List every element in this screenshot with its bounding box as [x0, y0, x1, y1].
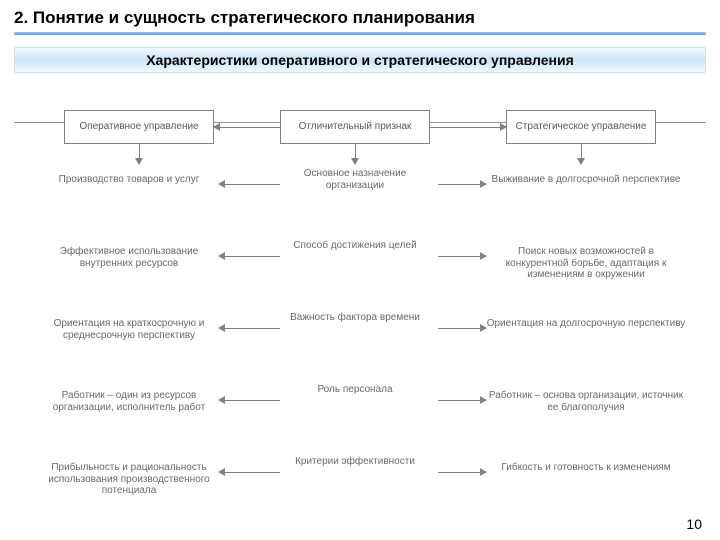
diagram: Оперативное управление Отличительный приз…	[14, 86, 706, 530]
row-2-line-r	[438, 328, 486, 329]
row-2-arrow-l	[218, 324, 225, 332]
row-4-arrow-l	[218, 468, 225, 476]
row-3-line-l	[224, 400, 280, 401]
row-4-left: Прибыльность и рациональность использова…	[34, 462, 224, 497]
row-4-arrow-r	[480, 468, 487, 476]
row-1-arrow-l	[218, 252, 225, 260]
row-3-right: Работник – основа организации, источник …	[486, 390, 686, 413]
row-4-right: Гибкость и готовность к изменениям	[486, 462, 686, 474]
row-3-left: Работник – один из ресурсов организации,…	[34, 390, 224, 413]
subtitle-text: Характеристики оперативного и стратегиче…	[146, 52, 574, 68]
row-0-center: Основное назначение организации	[275, 168, 435, 191]
page-title: 2. Понятие и сущность стратегического пл…	[14, 8, 706, 28]
row-2-center: Важность фактора времени	[275, 312, 435, 324]
hdr-arrow-right	[500, 123, 507, 131]
row-0-line-r	[438, 184, 486, 185]
hdr-line-left	[214, 127, 280, 128]
row-0-left: Производство товаров и услуг	[34, 174, 224, 186]
row-1-line-l	[224, 256, 280, 257]
subtitle-bar: Характеристики оперативного и стратегиче…	[14, 47, 706, 73]
header-left-box: Оперативное управление	[64, 110, 214, 144]
row-4-line-r	[438, 472, 486, 473]
row-3-line-r	[438, 400, 486, 401]
header-center-box: Отличительный признак	[280, 110, 430, 144]
row-2-right: Ориентация на долгосрочную перспективу	[486, 318, 686, 330]
row-1-line-r	[438, 256, 486, 257]
row-1-center: Способ достижения целей	[275, 240, 435, 252]
hdr-v-left-arrow	[135, 158, 143, 165]
row-1-right: Поиск новых возможностей в конкурентной …	[486, 246, 686, 281]
row-3-arrow-r	[480, 396, 487, 404]
row-0-arrow-l	[218, 180, 225, 188]
hdr-v-right-arrow	[577, 158, 585, 165]
hdr-v-center-arrow	[351, 158, 359, 165]
row-2-arrow-r	[480, 324, 487, 332]
row-0-arrow-r	[480, 180, 487, 188]
row-3-center: Роль персонала	[275, 384, 435, 396]
title-underline	[14, 32, 706, 35]
row-3-arrow-l	[218, 396, 225, 404]
row-1-arrow-r	[480, 252, 487, 260]
row-0-line-l	[224, 184, 280, 185]
hdr-arrow-left	[213, 123, 220, 131]
row-0-right: Выживание в долгосрочной перспективе	[486, 174, 686, 186]
title-block: 2. Понятие и сущность стратегического пл…	[0, 0, 720, 37]
row-2-line-l	[224, 328, 280, 329]
row-4-center: Критерии эффективности	[275, 456, 435, 468]
page-number: 10	[686, 516, 702, 532]
row-4-line-l	[224, 472, 280, 473]
row-2-left: Ориентация на краткосрочную и среднесроч…	[34, 318, 224, 341]
row-1-left: Эффективное использование внутренних рес…	[34, 246, 224, 269]
hdr-line-right	[430, 127, 506, 128]
header-right-box: Стратегическое управление	[506, 110, 656, 144]
